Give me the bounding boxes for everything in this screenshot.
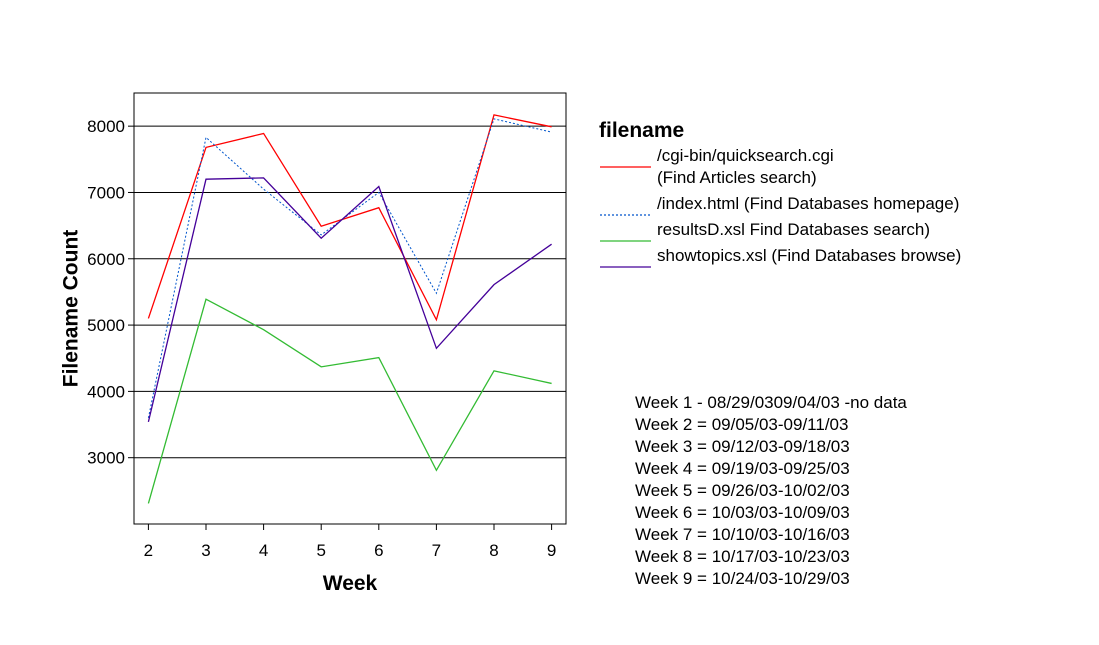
- series-line-1: [147, 114, 552, 322]
- week-note: Week 4 = 09/19/03-09/25/03: [635, 459, 850, 478]
- y-axis-ticks: 3000 4000 5000 6000 7000 8000: [87, 117, 134, 468]
- y-tick-label: 6000: [87, 250, 125, 269]
- week-note: Week 7 = 10/10/03-10/16/03: [635, 525, 850, 544]
- week-note: Week 1 - 08/29/0309/04/03 -no data: [635, 393, 907, 412]
- legend-title: filename: [599, 119, 684, 142]
- series-line-4: [147, 177, 552, 423]
- series-line-3: [147, 298, 552, 504]
- y-tick-label: 7000: [87, 183, 125, 202]
- legend-label: showtopics.xsl (Find Databases browse): [657, 246, 961, 265]
- x-tick-label: 9: [547, 541, 556, 560]
- x-axis-ticks: 2 3 4 5 6 7 8 9: [144, 524, 556, 560]
- gridlines: [134, 125, 566, 459]
- y-tick-label: 8000: [87, 117, 125, 136]
- x-tick-label: 2: [144, 541, 153, 560]
- x-tick-label: 6: [374, 541, 383, 560]
- legend-label: /index.html (Find Databases homepage): [657, 194, 959, 213]
- x-axis-label: Week: [323, 572, 378, 595]
- y-axis-label: Filename Count: [59, 230, 82, 388]
- legend-label: (Find Articles search): [657, 168, 817, 187]
- y-tick-label: 5000: [87, 316, 125, 335]
- plot-frame: [133, 92, 567, 525]
- week-note: Week 3 = 09/12/03-09/18/03: [635, 437, 850, 456]
- legend: filename /cgi-bin/quicksearch.cgi (Find A…: [599, 119, 961, 268]
- series-line-2: [147, 118, 552, 419]
- week-note: Week 2 = 09/05/03-09/11/03: [635, 415, 848, 434]
- week-note: Week 6 = 10/03/03-10/09/03: [635, 503, 850, 522]
- x-tick-label: 8: [489, 541, 498, 560]
- week-note: Week 9 = 10/24/03-10/29/03: [635, 569, 850, 588]
- y-tick-label: 3000: [87, 449, 125, 468]
- week-note: Week 8 = 10/17/03-10/23/03: [635, 547, 850, 566]
- week-date-notes: Week 1 - 08/29/0309/04/03 -no data Week 2…: [635, 393, 907, 588]
- x-tick-label: 5: [316, 541, 325, 560]
- x-tick-label: 4: [259, 541, 268, 560]
- legend-label: resultsD.xsl Find Databases search): [657, 220, 930, 239]
- x-tick-label: 7: [432, 541, 441, 560]
- x-tick-label: 3: [201, 541, 210, 560]
- y-tick-label: 4000: [87, 382, 125, 401]
- legend-label: /cgi-bin/quicksearch.cgi: [657, 146, 834, 165]
- week-note: Week 5 = 09/26/03-10/02/03: [635, 481, 850, 500]
- series-lines: [147, 114, 552, 504]
